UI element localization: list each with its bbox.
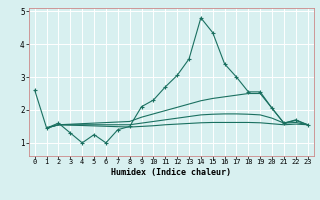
X-axis label: Humidex (Indice chaleur): Humidex (Indice chaleur) [111,168,231,177]
